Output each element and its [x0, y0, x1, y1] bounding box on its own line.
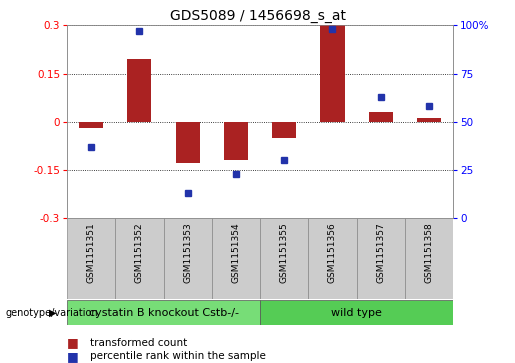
Text: GSM1151358: GSM1151358: [424, 222, 434, 283]
Bar: [356, 218, 405, 299]
Text: GSM1151351: GSM1151351: [87, 222, 96, 283]
Bar: [417, 118, 441, 122]
Bar: [127, 59, 151, 122]
Text: GSM1151353: GSM1151353: [183, 222, 192, 283]
Text: ■: ■: [67, 350, 79, 363]
Text: GSM1151355: GSM1151355: [280, 222, 289, 283]
Text: GSM1151352: GSM1151352: [135, 222, 144, 282]
Text: GSM1151354: GSM1151354: [231, 222, 241, 282]
Bar: [260, 300, 453, 325]
Text: ▶: ▶: [49, 307, 57, 318]
Text: percentile rank within the sample: percentile rank within the sample: [90, 351, 266, 362]
Text: GSM1151356: GSM1151356: [328, 222, 337, 283]
Bar: [163, 218, 212, 299]
Bar: [212, 218, 260, 299]
Text: ■: ■: [67, 337, 79, 350]
Bar: [176, 122, 200, 163]
Text: GSM1151357: GSM1151357: [376, 222, 385, 283]
Text: transformed count: transformed count: [90, 338, 187, 348]
Bar: [369, 112, 393, 122]
Bar: [405, 218, 453, 299]
Bar: [115, 218, 163, 299]
Bar: [67, 218, 115, 299]
Bar: [224, 122, 248, 160]
Text: cystatin B knockout Cstb-/-: cystatin B knockout Cstb-/-: [89, 307, 238, 318]
Text: GDS5089 / 1456698_s_at: GDS5089 / 1456698_s_at: [169, 9, 346, 23]
Bar: [79, 122, 103, 128]
Bar: [272, 122, 296, 138]
Bar: [308, 218, 356, 299]
Bar: [67, 300, 260, 325]
Text: wild type: wild type: [331, 307, 382, 318]
Text: genotype/variation: genotype/variation: [5, 307, 98, 318]
Bar: [260, 218, 308, 299]
Bar: [320, 25, 345, 122]
